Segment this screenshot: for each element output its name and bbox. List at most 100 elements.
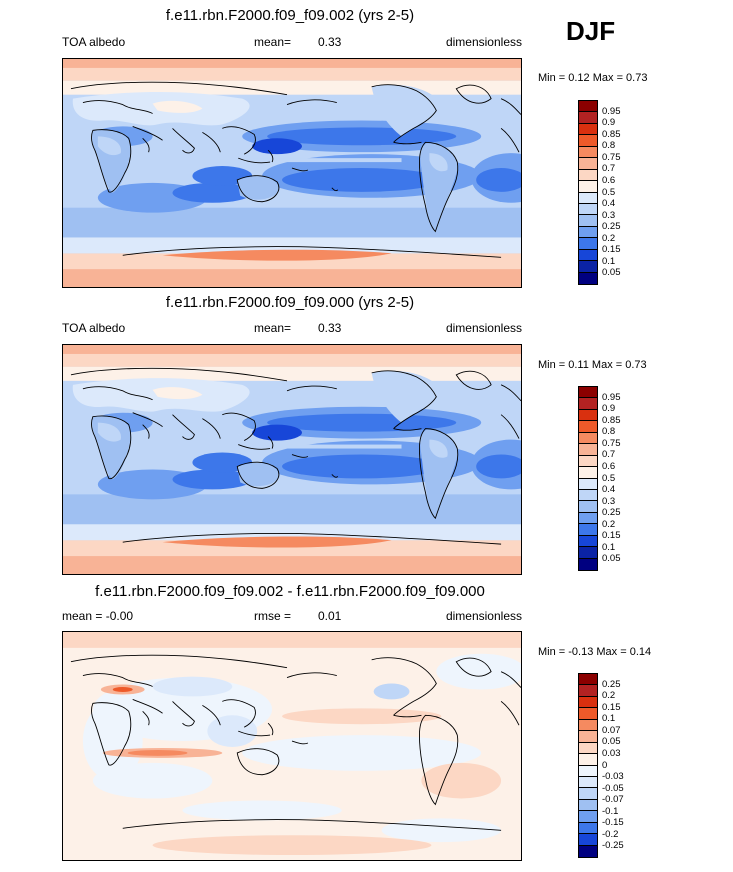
map-plot	[62, 631, 522, 861]
colorbar-swatch	[579, 512, 597, 525]
units-label: dimensionless	[445, 321, 522, 335]
colorbar-tick-label: 0.85	[602, 128, 621, 140]
min-max-label: Min = 0.11 Max = 0.73	[538, 359, 647, 371]
colorbar-tick-label: 0.95	[602, 391, 621, 403]
colorbar-swatch	[579, 788, 597, 800]
colorbar-swatch	[579, 398, 597, 410]
colorbar-tick-label: -0.25	[602, 840, 624, 852]
colorbar-tick-label: 0.7	[602, 449, 616, 461]
colorbar-tick-label: 0.4	[602, 484, 616, 496]
colorbar-swatch	[579, 685, 597, 697]
colorbar-swatch	[579, 811, 597, 823]
colorbar-swatch	[579, 535, 597, 548]
stat-value: 0.33	[318, 35, 342, 49]
colorbar-tick-label: 0.1	[602, 541, 616, 553]
map-plot	[62, 344, 522, 575]
colorbar-swatch	[579, 708, 597, 720]
colorbar-swatch	[579, 261, 597, 273]
colorbar-tick-label: 0.05	[602, 553, 621, 565]
colorbar-tick-label: 0.15	[602, 244, 621, 256]
colorbar-tick-label: 0.85	[602, 414, 621, 426]
stat-mean-label: mean = -0.00	[62, 609, 134, 623]
colorbar-tick-label: 0.15	[602, 701, 621, 713]
colorbar-tick-label: 0.4	[602, 198, 616, 210]
colorbar	[578, 386, 598, 571]
colorbar-tick-label: 0.2	[602, 518, 616, 530]
colorbar-tick-label: 0.1	[602, 255, 616, 267]
colorbar-swatch	[579, 742, 597, 755]
colorbar-tick-label: 0.7	[602, 163, 616, 175]
colorbar-tick-label: 0.6	[602, 174, 616, 186]
colorbar-swatch	[579, 226, 597, 239]
colorbar-swatch	[579, 754, 597, 766]
colorbar-swatch	[579, 123, 597, 136]
colorbar-swatch	[579, 272, 597, 284]
colorbar-swatch	[579, 822, 597, 835]
panel-title: f.e11.rbn.F2000.f09_f09.002 (yrs 2-5)	[165, 7, 415, 24]
colorbar	[578, 100, 598, 285]
colorbar-tick-label: -0.2	[602, 828, 619, 840]
stat-label: rmse =	[254, 609, 292, 623]
colorbar-swatch	[579, 558, 597, 570]
stat-label: mean=	[254, 35, 292, 49]
colorbar-tick-label: 0.3	[602, 209, 616, 221]
colorbar-swatch	[579, 547, 597, 559]
colorbar-swatch	[579, 444, 597, 456]
colorbar-swatch	[579, 467, 597, 479]
colorbar-swatch	[579, 101, 597, 113]
colorbar-tick-label: 0.75	[602, 437, 621, 449]
colorbar-swatch	[579, 181, 597, 193]
colorbar-swatch	[579, 719, 597, 732]
colorbar-tick-label: 0.03	[602, 747, 621, 759]
colorbar-tick-label: 0.9	[602, 403, 616, 415]
colorbar-swatch	[579, 249, 597, 262]
colorbar-swatch	[579, 834, 597, 846]
colorbar-tick-label: 0.5	[602, 186, 616, 198]
colorbar-tick-label: 0.6	[602, 460, 616, 472]
min-max-label: Min = 0.12 Max = 0.73	[538, 72, 648, 84]
colorbar-tick-label: 0	[602, 759, 608, 771]
colorbar-swatch	[579, 135, 597, 147]
colorbar-tick-label: -0.03	[602, 771, 624, 783]
colorbar-swatch	[579, 203, 597, 216]
panel-title: f.e11.rbn.F2000.f09_f09.002 - f.e11.rbn.…	[95, 583, 485, 600]
colorbar-tick-label: -0.07	[602, 794, 624, 806]
colorbar-swatch	[579, 158, 597, 170]
map-plot	[62, 58, 522, 288]
colorbar-swatch	[579, 112, 597, 124]
colorbar-tick-label: -0.15	[602, 817, 624, 829]
colorbar-swatch	[579, 489, 597, 502]
colorbar-swatch	[579, 524, 597, 536]
colorbar-swatch	[579, 146, 597, 159]
colorbar-tick-label: 0.07	[602, 724, 621, 736]
colorbar-swatch	[579, 845, 597, 857]
colorbar-swatch	[579, 455, 597, 468]
colorbar-tick-label: 0.75	[602, 151, 621, 163]
colorbar-swatch	[579, 776, 597, 789]
colorbar-swatch	[579, 432, 597, 445]
colorbar-tick-label: 0.2	[602, 690, 616, 702]
units-label: dimensionless	[445, 609, 522, 623]
variable-label: TOA albedo	[62, 35, 126, 49]
colorbar-tick-label: 0.05	[602, 736, 621, 748]
colorbar-swatch	[579, 192, 597, 204]
colorbar-swatch	[579, 215, 597, 227]
colorbar-tick-label: 0.25	[602, 221, 621, 233]
colorbar-tick-label: 0.25	[602, 678, 621, 690]
stat-value: 0.33	[318, 321, 342, 335]
colorbar-swatch	[579, 478, 597, 490]
min-max-label: Min = -0.13 Max = 0.14	[538, 646, 652, 658]
colorbar-tick-label: 0.9	[602, 117, 616, 129]
colorbar-swatch	[579, 799, 597, 812]
colorbar-tick-label: 0.05	[602, 267, 621, 279]
colorbar-swatch	[579, 674, 597, 686]
stat-value: 0.01	[318, 609, 342, 623]
colorbar-swatch	[579, 731, 597, 743]
colorbar-swatch	[579, 421, 597, 433]
colorbar-swatch	[579, 696, 597, 709]
colorbar-swatch	[579, 409, 597, 422]
colorbar-tick-label: 0.25	[602, 507, 621, 519]
colorbar-swatch	[579, 169, 597, 182]
colorbar-tick-label: 0.95	[602, 105, 621, 117]
stat-label: mean=	[254, 321, 292, 335]
